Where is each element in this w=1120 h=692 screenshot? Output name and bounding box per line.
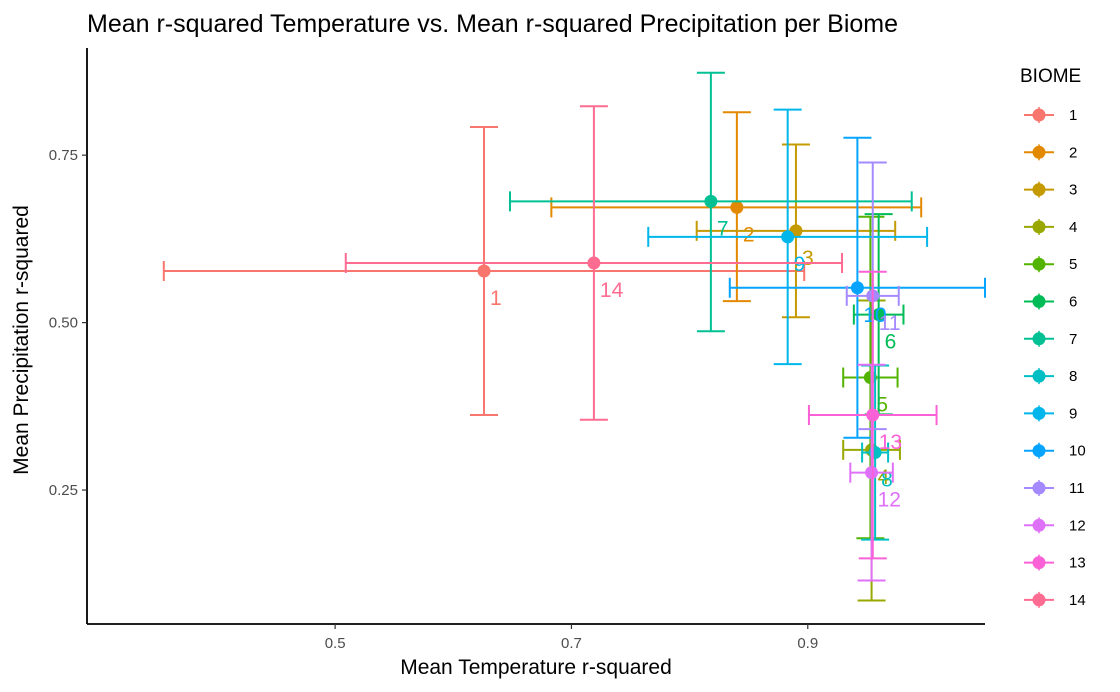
legend-key-point bbox=[1032, 406, 1046, 420]
legend-item: 10 bbox=[1024, 442, 1086, 460]
legend-label: 10 bbox=[1069, 443, 1086, 460]
chart-title: Mean r-squared Temperature vs. Mean r-sq… bbox=[87, 10, 898, 38]
legend-key-point bbox=[1032, 369, 1046, 383]
x-axis-ticks: 0.5 0.7 0.9 bbox=[325, 624, 818, 652]
biome-12-group: 12 bbox=[849, 363, 901, 582]
legend-key-point bbox=[1032, 444, 1046, 458]
legend-key-point bbox=[1032, 518, 1046, 532]
point-label: 10 bbox=[863, 304, 886, 327]
legend-label: 1 bbox=[1069, 107, 1077, 124]
point-label: 3 bbox=[802, 247, 814, 270]
legend-item: 13 bbox=[1024, 554, 1086, 572]
point-label: 2 bbox=[743, 223, 755, 246]
legend-label: 6 bbox=[1069, 294, 1077, 311]
legend-item: 7 bbox=[1024, 330, 1077, 348]
legend-label: 7 bbox=[1069, 331, 1077, 348]
point-label: 6 bbox=[885, 331, 897, 354]
point-label: 4 bbox=[878, 466, 890, 489]
x-tick-label: 0.5 bbox=[325, 635, 346, 652]
legend-item: 3 bbox=[1024, 181, 1077, 199]
y-tick-label: 0.75 bbox=[49, 147, 78, 164]
legend-key-point bbox=[1032, 108, 1046, 122]
point-label: 13 bbox=[879, 431, 902, 454]
data-point bbox=[730, 200, 744, 214]
y-tick-label: 0.50 bbox=[49, 315, 78, 332]
y-axis-label: Mean Precipitation r-squared bbox=[10, 205, 33, 475]
biome-2-group: 2 bbox=[550, 111, 923, 303]
data-point bbox=[865, 466, 879, 480]
data-point bbox=[872, 308, 886, 322]
legend-item: 1 bbox=[1024, 107, 1077, 124]
legend-key-point bbox=[1032, 183, 1046, 197]
point-label: 11 bbox=[879, 312, 901, 335]
legend-key-point bbox=[1032, 257, 1046, 271]
legend-item: 14 bbox=[1024, 591, 1086, 609]
legend-item: 8 bbox=[1024, 368, 1077, 385]
legend-title: BIOME bbox=[1020, 66, 1081, 87]
x-tick-label: 0.9 bbox=[797, 635, 818, 652]
data-point bbox=[704, 194, 718, 208]
legend-item: 2 bbox=[1024, 144, 1077, 161]
legend-key-point bbox=[1032, 220, 1046, 234]
point-label: 9 bbox=[794, 253, 806, 276]
biome-6-group: 6 bbox=[852, 213, 905, 416]
legend-key-point bbox=[1032, 295, 1046, 308]
point-label: 12 bbox=[878, 489, 901, 512]
biome-9-group: 9 bbox=[647, 108, 929, 366]
legend-item: 4 bbox=[1024, 218, 1077, 236]
legend-label: 4 bbox=[1069, 219, 1077, 236]
x-axis-label: Mean Temperature r-squared bbox=[400, 656, 672, 679]
biome-14-group: 14 bbox=[344, 105, 844, 421]
biome-13-group: 13 bbox=[807, 270, 938, 560]
legend-item: 6 bbox=[1024, 293, 1077, 311]
data-point bbox=[781, 230, 795, 244]
legend-label: 5 bbox=[1069, 256, 1077, 273]
data-point bbox=[477, 264, 491, 278]
legend-label: 14 bbox=[1069, 592, 1086, 609]
legend-label: 13 bbox=[1069, 555, 1086, 572]
legend-key-point bbox=[1032, 145, 1046, 159]
biome-7-group: 7 bbox=[509, 71, 913, 333]
biome-1-group: 1 bbox=[162, 126, 806, 417]
legend-label: 8 bbox=[1069, 368, 1077, 385]
biome-5-group: 5 bbox=[842, 215, 899, 540]
data-point bbox=[866, 408, 880, 422]
x-tick-label: 0.7 bbox=[561, 635, 582, 652]
legend-item: 11 bbox=[1024, 480, 1085, 497]
data-point bbox=[850, 281, 864, 295]
legend-key-point bbox=[1032, 332, 1046, 346]
y-axis-ticks: 0.25 0.50 0.75 bbox=[49, 147, 87, 499]
point-label: 1 bbox=[490, 287, 502, 310]
y-tick-label: 0.25 bbox=[49, 482, 78, 499]
legend-item: 12 bbox=[1024, 517, 1086, 534]
legend-key-point bbox=[1032, 556, 1046, 570]
legend-label: 3 bbox=[1069, 182, 1077, 199]
biome-10-group: 10 bbox=[728, 136, 986, 439]
legend-key-point bbox=[1032, 481, 1046, 495]
point-label: 14 bbox=[600, 279, 624, 302]
legend-key-point bbox=[1032, 593, 1046, 607]
legend-label: 11 bbox=[1069, 480, 1085, 497]
point-label: 5 bbox=[876, 394, 888, 417]
legend-label: 9 bbox=[1069, 405, 1077, 422]
point-label: 7 bbox=[717, 217, 729, 240]
point-label: 8 bbox=[881, 469, 893, 492]
legend-item: 9 bbox=[1024, 405, 1077, 422]
legend-label: 12 bbox=[1069, 517, 1086, 534]
legend-item: 5 bbox=[1024, 256, 1077, 273]
legend-label: 2 bbox=[1069, 144, 1077, 161]
data-point bbox=[587, 256, 601, 270]
